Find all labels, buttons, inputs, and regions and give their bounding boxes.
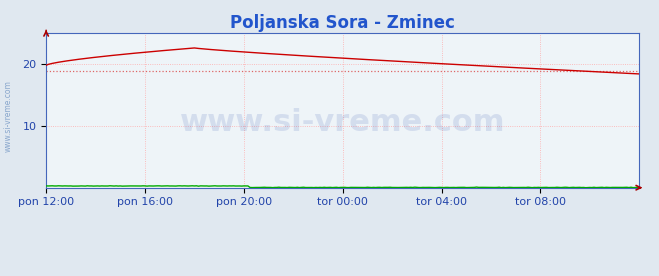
Legend: temperatura [C], pretok [m3/s]: temperatura [C], pretok [m3/s] [221, 274, 464, 276]
Title: Poljanska Sora - Zminec: Poljanska Sora - Zminec [230, 14, 455, 31]
Text: www.si-vreme.com: www.si-vreme.com [3, 80, 13, 152]
Text: www.si-vreme.com: www.si-vreme.com [180, 108, 505, 137]
